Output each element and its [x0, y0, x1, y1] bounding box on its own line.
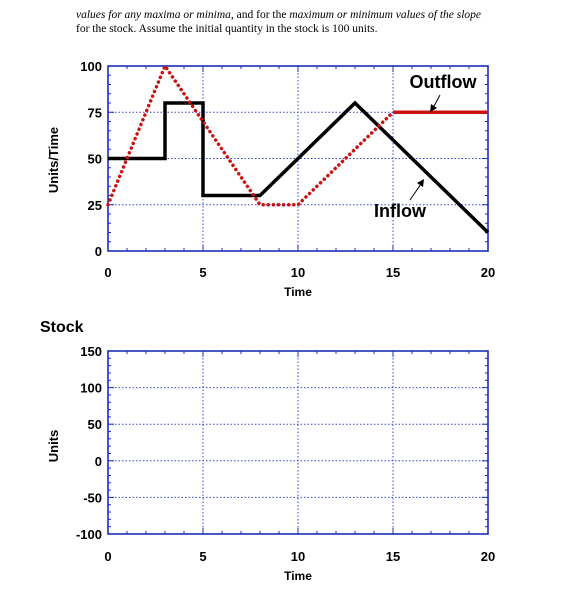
chart1-x-tick-label: 20	[481, 265, 495, 280]
chart2-x-axis-label: Time	[284, 569, 312, 583]
chart1-x-tick-label: 5	[199, 265, 206, 280]
chart1-annotation-inflow-arrow	[409, 183, 422, 201]
chart2-x-tick-label: 5	[199, 549, 206, 564]
chart2-y-tick-label: 50	[88, 417, 102, 432]
chart2-x-tick-label: 0	[104, 549, 111, 564]
chart2-y-tick-label: -50	[83, 490, 102, 505]
chart1-y-tick-label: 0	[95, 244, 102, 259]
chart1-y-axis-label: Units/Time	[46, 127, 61, 193]
chart1-annotation-outflow: Outflow	[410, 72, 478, 92]
chart1-x-axis-label: Time	[284, 285, 312, 299]
chart2-y-tick-label: -100	[76, 527, 102, 542]
chart2-y-tick-label: 150	[80, 344, 102, 359]
intro-line1-b: maxima or minima	[144, 9, 231, 21]
chart1-series-outflow-dotted	[106, 62, 395, 207]
chart1-y-tick-label: 50	[88, 152, 102, 167]
intro-line1-c: , and for the	[230, 9, 290, 21]
chart1-y-tick-label: 75	[88, 105, 102, 120]
chart1-annotation-outflow-arrow	[432, 94, 441, 109]
chart1-x-tick-label: 0	[104, 265, 111, 280]
chart2-x-tick-label: 20	[481, 549, 495, 564]
intro-line2: for the stock. Assume the initial quanti…	[76, 23, 378, 35]
intro-line1-a: values for any	[76, 9, 145, 21]
chart1-annotation-inflow-arrowhead	[417, 179, 424, 187]
chart1-x-tick-label: 15	[386, 265, 400, 280]
chart1-series-inflow-line	[108, 100, 490, 234]
chart1-annotation-outflow-arrowhead	[430, 104, 437, 112]
intro-text: values for any maxima or minima, and for…	[76, 8, 556, 36]
chart2-x-tick-label: 15	[386, 549, 400, 564]
chart2-title: Stock	[40, 319, 84, 336]
chart2-y-axis-label: Units	[46, 430, 61, 463]
intro-line1-d: maximum or minimum values of the slope	[289, 9, 482, 21]
chart2-y-tick-label: 0	[95, 454, 102, 469]
chart2-x-tick-label: 10	[291, 549, 305, 564]
chart1-y-tick-label: 100	[80, 59, 102, 74]
chart2-y-tick-label: 100	[80, 381, 102, 396]
chart1-annotation-inflow: Inflow	[374, 201, 427, 221]
chart1-y-tick-label: 25	[88, 198, 102, 213]
chart1-x-tick-label: 10	[291, 265, 305, 280]
